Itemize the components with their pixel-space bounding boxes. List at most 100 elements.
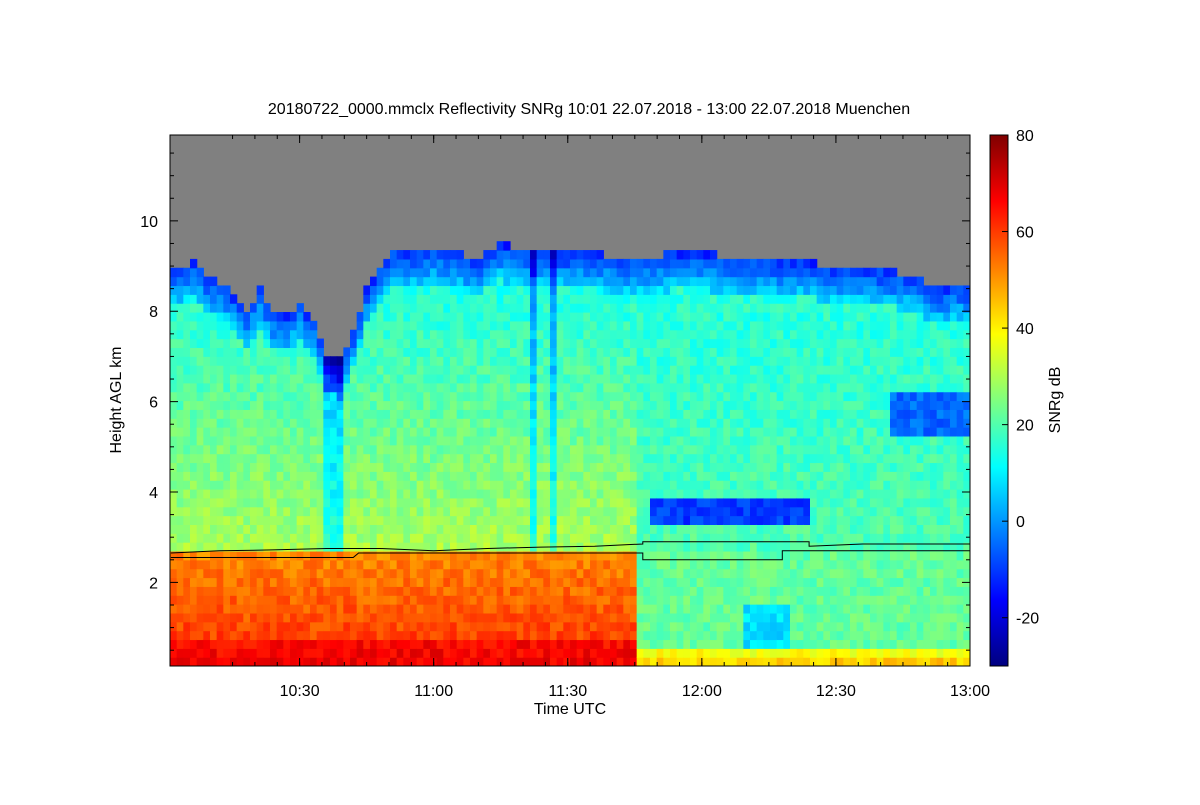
heatmap-cell [763, 462, 771, 472]
heatmap-cell [443, 506, 451, 517]
heatmap-cell [863, 497, 871, 508]
heatmap-cell [243, 550, 251, 561]
heatmap-cell [190, 276, 198, 287]
heatmap-cell [796, 365, 804, 375]
heatmap-cell [436, 409, 444, 419]
heatmap-cell [403, 435, 411, 446]
heatmap-cell [436, 506, 444, 517]
heatmap-cell [870, 542, 878, 552]
heatmap-cell [236, 356, 244, 366]
heatmap-cell [470, 648, 478, 658]
heatmap-cell [490, 303, 498, 313]
heatmap-cell [176, 621, 184, 632]
heatmap-cell [403, 524, 411, 534]
heatmap-cell [623, 533, 631, 543]
heatmap-cell [716, 497, 724, 508]
heatmap-cell [650, 604, 658, 614]
heatmap-cell [736, 559, 744, 570]
heatmap-cell [756, 586, 764, 596]
heatmap-cell [623, 409, 631, 419]
heatmap-cell [710, 294, 718, 304]
heatmap-cell [830, 542, 838, 552]
heatmap-cell [783, 621, 791, 632]
heatmap-cell [830, 409, 838, 419]
heatmap-cell [483, 382, 491, 393]
heatmap-cell [530, 595, 538, 605]
heatmap-cell [670, 630, 678, 641]
heatmap-cell [550, 657, 558, 666]
heatmap-cell [663, 356, 671, 366]
heatmap-cell [876, 621, 884, 632]
heatmap-cell [596, 550, 604, 561]
heatmap-cell [883, 409, 891, 419]
heatmap-cell [656, 391, 664, 402]
heatmap-cell [803, 559, 811, 570]
heatmap-cell [376, 471, 384, 481]
heatmap-cell [576, 338, 584, 348]
heatmap-cell [316, 550, 324, 561]
heatmap-cell [850, 542, 858, 552]
heatmap-cell [443, 444, 451, 455]
heatmap-cell [303, 435, 311, 446]
heatmap-cell [490, 312, 498, 322]
heatmap-cell [196, 312, 204, 322]
heatmap-cell [803, 312, 811, 322]
heatmap-cell [850, 559, 858, 570]
heatmap-cell [610, 542, 618, 552]
heatmap-cell [776, 497, 784, 508]
heatmap-cell [296, 497, 304, 508]
heatmap-cell [510, 258, 518, 269]
heatmap-cell [903, 568, 911, 579]
heatmap-cell [256, 515, 264, 525]
heatmap-cell [336, 524, 344, 534]
heatmap-cell [596, 418, 604, 428]
heatmap-cell [363, 559, 371, 570]
heatmap-cell [563, 427, 571, 437]
heatmap-cell [516, 612, 524, 623]
heatmap-cell [363, 515, 371, 525]
heatmap-cell [430, 630, 438, 641]
heatmap-cell [576, 267, 584, 278]
heatmap-cell [363, 435, 371, 446]
heatmap-cell [676, 409, 684, 419]
heatmap-cell [396, 471, 404, 481]
heatmap-cell [576, 400, 584, 410]
heatmap-cell [256, 329, 264, 340]
heatmap-cell [356, 657, 364, 666]
heatmap-cell [836, 356, 844, 366]
heatmap-cell [863, 621, 871, 632]
heatmap-cell [170, 320, 178, 331]
heatmap-cell [770, 285, 778, 295]
heatmap-cell [690, 294, 698, 304]
heatmap-cell [276, 382, 284, 393]
heatmap-cell [403, 648, 411, 658]
heatmap-cell [710, 382, 718, 393]
heatmap-cell [650, 435, 658, 446]
heatmap-cell [550, 568, 558, 579]
heatmap-cell [716, 471, 724, 481]
heatmap-cell [603, 648, 611, 658]
heatmap-cell [410, 294, 418, 304]
heatmap-cell [643, 595, 651, 605]
heatmap-cell [610, 373, 618, 384]
heatmap-cell [396, 400, 404, 410]
heatmap-cell [323, 639, 331, 649]
heatmap-cell [670, 524, 678, 534]
heatmap-cell [236, 648, 244, 658]
heatmap-cell [610, 506, 618, 517]
heatmap-cell [683, 427, 691, 437]
heatmap-cell [596, 285, 604, 295]
heatmap-cell [663, 568, 671, 579]
heatmap-cell [216, 621, 224, 632]
heatmap-cell [883, 365, 891, 375]
heatmap-cell [863, 559, 871, 570]
heatmap-cell [736, 604, 744, 614]
heatmap-cell [576, 453, 584, 464]
heatmap-cell [590, 365, 598, 375]
heatmap-cell [343, 550, 351, 561]
heatmap-cell [656, 497, 664, 508]
heatmap-cell [770, 391, 778, 402]
heatmap-cell [276, 506, 284, 517]
heatmap-cell [516, 303, 524, 313]
heatmap-cell [416, 471, 424, 481]
